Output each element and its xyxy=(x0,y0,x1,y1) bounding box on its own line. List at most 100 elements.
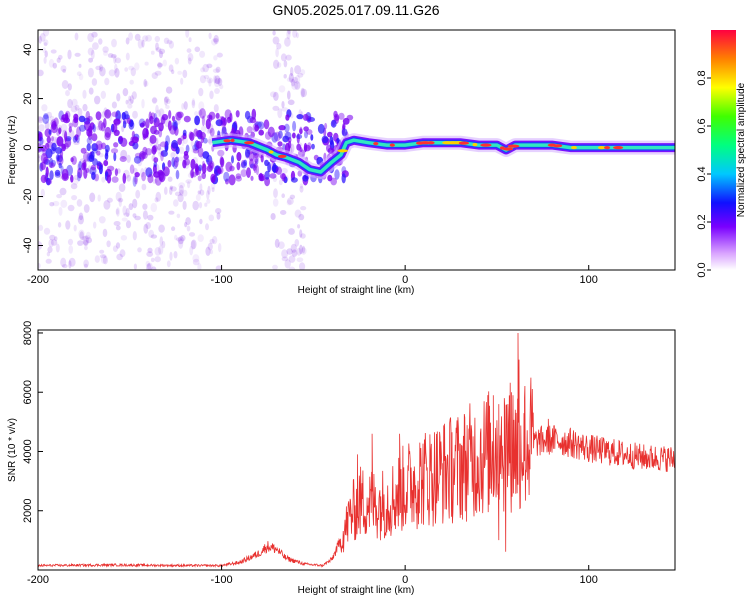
x-tick-label: 0 xyxy=(402,574,408,586)
noise-blob xyxy=(209,238,215,244)
core-blob xyxy=(226,116,232,124)
noise-blob xyxy=(38,116,43,122)
core-blob xyxy=(252,164,257,172)
noise-blob xyxy=(49,234,56,241)
noise-blob xyxy=(43,39,49,46)
noise-blob xyxy=(191,99,196,109)
core-blob xyxy=(100,142,107,150)
noise-blob xyxy=(210,183,216,190)
core-blob xyxy=(225,161,233,172)
noise-blob xyxy=(116,207,120,217)
core-blob xyxy=(236,161,241,171)
track-hotspot xyxy=(230,138,235,142)
core-blob xyxy=(183,158,191,166)
x-tick-label: -100 xyxy=(211,574,233,586)
noise-blob xyxy=(125,37,130,45)
core-blob xyxy=(273,131,281,142)
noise-blob xyxy=(206,129,212,134)
noise-blob xyxy=(129,95,134,104)
noise-blob xyxy=(208,32,212,39)
noise-blob xyxy=(208,135,213,146)
colorbar-tick-label: 0.0 xyxy=(696,262,708,277)
noise-blob xyxy=(186,48,192,53)
noise-blob xyxy=(173,251,178,259)
core-blob xyxy=(209,127,215,137)
core-blob xyxy=(175,111,182,121)
noise-blob xyxy=(99,249,105,254)
noise-blob xyxy=(187,57,192,65)
core-blob xyxy=(153,117,160,128)
noise-blob xyxy=(159,236,164,247)
noise-blob xyxy=(197,263,202,270)
noise-blob xyxy=(207,242,213,251)
noise-blob xyxy=(281,101,285,109)
noise-blob xyxy=(113,221,121,226)
core-blob xyxy=(260,153,264,163)
core-blob xyxy=(49,157,54,168)
core-blob xyxy=(168,110,172,119)
noise-blob xyxy=(145,34,153,42)
core-blob xyxy=(205,118,211,130)
noise-blob xyxy=(142,210,148,220)
noise-blob xyxy=(185,179,192,184)
noise-blob xyxy=(111,38,117,48)
noise-blob xyxy=(50,49,57,54)
noise-blob xyxy=(52,62,57,69)
core-blob xyxy=(330,177,338,186)
core-blob xyxy=(158,170,164,182)
core-blob xyxy=(96,150,101,156)
noise-blob xyxy=(110,54,117,59)
noise-blob xyxy=(131,91,137,100)
noise-blob xyxy=(68,245,74,254)
core-blob xyxy=(169,125,177,135)
noise-blob xyxy=(49,202,55,207)
noise-blob xyxy=(83,263,88,269)
noise-blob xyxy=(58,54,63,60)
core-blob xyxy=(153,157,159,163)
noise-blob xyxy=(158,245,164,255)
noise-blob xyxy=(184,221,188,228)
core-blob xyxy=(287,136,292,143)
colorbar: 0.0 0.2 0.4 0.6 0.8 Normalized spectral ampl… xyxy=(696,30,747,278)
core-blob xyxy=(171,139,179,149)
noise-blob xyxy=(164,186,168,195)
noise-blob xyxy=(187,181,191,189)
core-blob xyxy=(173,156,179,168)
noise-blob xyxy=(163,37,170,44)
core-blob xyxy=(302,113,309,121)
core-blob xyxy=(220,157,225,168)
noise-blob xyxy=(278,85,286,93)
noise-blob xyxy=(134,33,141,41)
core-blob xyxy=(91,171,96,180)
core-blob xyxy=(281,173,286,182)
core-blob xyxy=(221,125,227,134)
noise-blob xyxy=(182,69,188,79)
noise-blob xyxy=(141,39,145,48)
noise-blob xyxy=(41,104,48,112)
noise-blob xyxy=(294,209,302,218)
noise-blob xyxy=(180,234,186,242)
core-blob xyxy=(249,158,254,169)
core-blob xyxy=(153,129,160,135)
noise-blob xyxy=(60,199,68,208)
noise-blob xyxy=(202,63,209,73)
core-blob xyxy=(142,146,148,156)
noise-blob xyxy=(285,54,292,61)
spectrogram-track-layer xyxy=(211,133,675,179)
noise-blob xyxy=(155,109,161,118)
noise-blob xyxy=(174,191,181,197)
core-blob xyxy=(228,174,236,186)
noise-blob xyxy=(152,96,157,105)
noise-blob xyxy=(284,37,291,47)
core-blob xyxy=(46,178,53,185)
noise-blob xyxy=(82,103,88,112)
core-blob xyxy=(114,168,118,177)
core-blob xyxy=(127,117,131,125)
noise-blob xyxy=(294,65,301,75)
core-blob xyxy=(236,151,242,162)
noise-blob xyxy=(76,71,82,76)
noise-blob xyxy=(158,48,166,55)
noise-blob xyxy=(97,120,101,127)
core-blob xyxy=(160,141,168,148)
core-blob xyxy=(235,173,242,180)
